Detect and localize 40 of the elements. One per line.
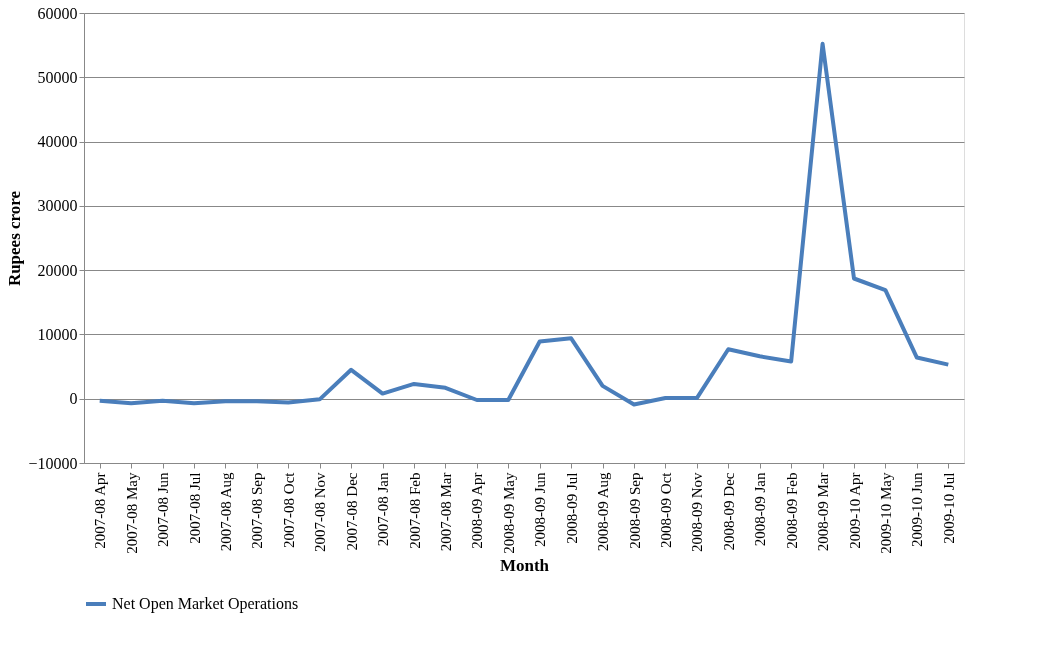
x-tick-label: 2007-08 Jan — [375, 472, 392, 547]
x-tick-label: 2007-08 Oct — [280, 471, 297, 548]
x-tick-label: 2009-10 May — [877, 472, 894, 554]
y-tick-label: 40000 — [37, 133, 78, 151]
x-tick-label: 2009-10 Apr — [846, 472, 863, 549]
y-tick-label: 0 — [69, 390, 78, 408]
x-tick-label: 2008-09 Jun — [532, 472, 549, 548]
y-tick-label: 30000 — [37, 197, 78, 215]
x-tick-label: 2008-09 Jul — [563, 472, 580, 544]
x-tick-label: 2007-08 Aug — [217, 472, 234, 552]
x-tick-label: 2008-09 Feb — [783, 472, 800, 549]
y-tick-label: 60000 — [37, 4, 78, 22]
x-tick-label: 2008-09 Apr — [469, 472, 486, 549]
y-tick-label: 10000 — [37, 325, 78, 343]
x-tick-label: 2007-08 Dec — [343, 472, 360, 551]
x-tick-label: 2008-09 Jan — [752, 472, 769, 547]
x-tick-label: 2007-08 Jul — [186, 472, 203, 544]
x-tick-label: 2008-09 Dec — [720, 472, 737, 551]
x-tick-label: 2009-10 Jun — [909, 472, 926, 548]
x-tick-label: 2007-08 Nov — [312, 472, 329, 553]
line-series — [97, 41, 951, 407]
x-tick-label: 2007-08 Feb — [406, 472, 423, 549]
y-tick-label: 50000 — [37, 68, 78, 86]
x-tick-label: 2007-08 Jun — [155, 472, 172, 548]
x-axis-title: Month — [499, 555, 550, 575]
x-tick-label: 2008-09 Sep — [626, 472, 643, 549]
x-tick-label: 2009-10 Jul — [940, 472, 957, 544]
y-tick-label: −10000 — [28, 454, 78, 472]
y-tick-label: 20000 — [37, 261, 78, 279]
x-tick-label: 2008-09 Nov — [689, 472, 706, 553]
legend-label: Net Open Market Operations — [112, 595, 299, 613]
x-tick-label: 2007-08 May — [123, 472, 140, 554]
x-tick-label: 2008-09 Mar — [815, 472, 832, 552]
x-tick-label: 2007-08 Mar — [437, 472, 454, 552]
x-tick-label: 2008-09 May — [500, 472, 517, 554]
x-tick-label: 2008-09 Aug — [595, 472, 612, 552]
x-tick-label: 2008-09 Oct — [657, 471, 674, 548]
y-axis-title: Rupees crore — [5, 190, 25, 287]
x-tick-label: 2007-08 Apr — [92, 472, 109, 549]
x-tick-label: 2007-08 Sep — [249, 472, 266, 549]
